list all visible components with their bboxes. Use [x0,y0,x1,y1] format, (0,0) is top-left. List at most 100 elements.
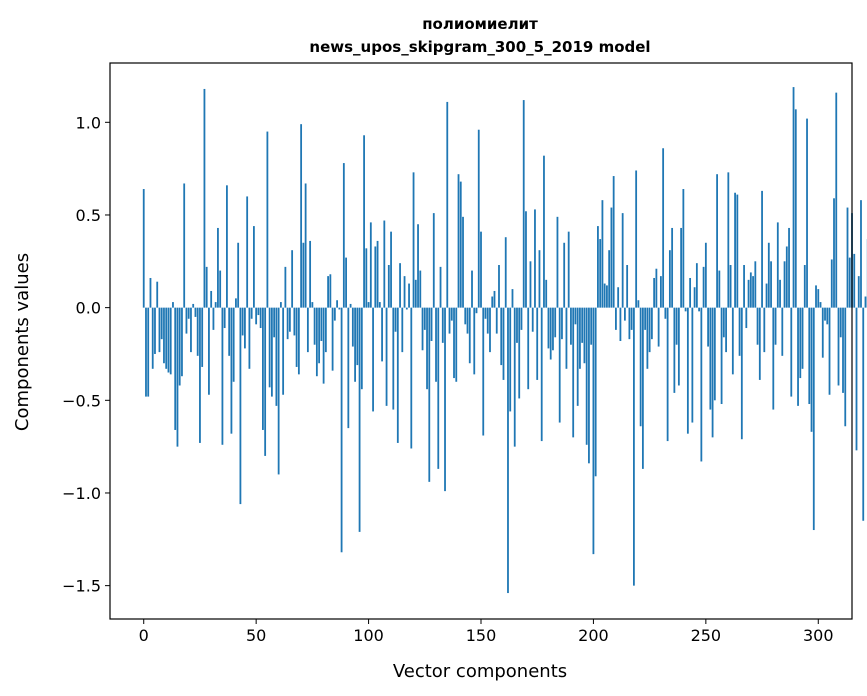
bar [844,307,847,427]
bar [722,307,725,338]
bar [522,100,525,308]
bar [516,307,518,343]
bar [812,307,815,531]
bar [163,307,165,364]
bar [626,265,629,308]
bar [570,307,572,345]
bar [713,307,716,401]
bar [270,307,273,397]
bar [749,272,752,308]
bar [500,307,503,366]
bar [671,227,674,308]
bar [783,261,786,308]
bar [518,307,521,399]
bar [680,227,683,308]
bar [644,307,647,330]
bar [666,307,669,442]
bar [704,242,707,308]
x-tick-label: 300 [803,626,834,645]
bar [226,185,228,308]
bar [842,307,844,393]
bar [203,88,206,308]
bar [439,266,442,308]
bar [536,307,539,380]
bar [810,307,813,432]
bar [468,307,471,364]
bar [799,307,802,379]
bar [156,281,159,308]
bar [860,200,862,308]
bar [758,307,761,380]
bar [677,307,680,386]
bar [540,307,543,442]
bar [399,263,401,308]
bar [450,307,453,321]
bar [262,307,264,430]
bar [588,307,590,464]
bar [322,307,325,384]
bar [158,307,161,353]
bar [734,192,736,308]
bar [403,276,406,308]
bar [590,307,593,345]
bar [633,307,635,586]
bar [235,298,237,308]
bar [774,307,777,345]
bar [401,307,404,353]
bar [347,307,350,429]
bar [284,266,287,308]
bar [830,259,833,308]
bar [345,257,347,308]
bar [545,279,548,308]
bar [480,231,482,308]
bar [187,307,190,319]
bar [351,307,354,347]
bar [333,307,336,321]
bar [324,307,327,353]
bar [776,222,779,308]
bar [327,276,329,308]
bar [169,307,172,375]
bar [709,307,712,410]
bar [232,307,235,382]
bar [421,307,424,351]
bar [567,231,570,308]
bar [531,307,534,332]
bar [641,307,644,469]
y-tick-label: 0.0 [76,299,101,318]
bar [489,307,491,353]
bar [473,307,476,375]
bar [630,307,633,330]
bar [707,307,709,347]
bar [372,307,374,412]
bar [336,300,338,308]
bar [659,276,662,308]
bar [212,307,215,330]
bar [556,216,559,308]
bar [338,307,341,310]
bar [378,302,381,308]
bar [430,307,433,341]
bar [444,307,446,492]
bar [785,246,788,308]
bar [241,307,244,336]
bar [686,307,689,434]
bar [246,196,249,308]
bar [176,307,179,447]
bar [826,307,829,325]
bar [747,279,750,308]
bar [414,279,417,308]
bar [837,307,840,386]
bar [221,307,224,445]
bar [315,307,318,377]
bar [792,87,795,308]
bar [624,307,626,321]
bar [781,307,784,356]
bar [534,209,536,308]
bar-series [142,87,867,594]
bar [273,307,276,338]
bar [455,307,458,382]
bar [275,307,278,406]
bar [300,124,303,308]
bar [417,224,419,308]
